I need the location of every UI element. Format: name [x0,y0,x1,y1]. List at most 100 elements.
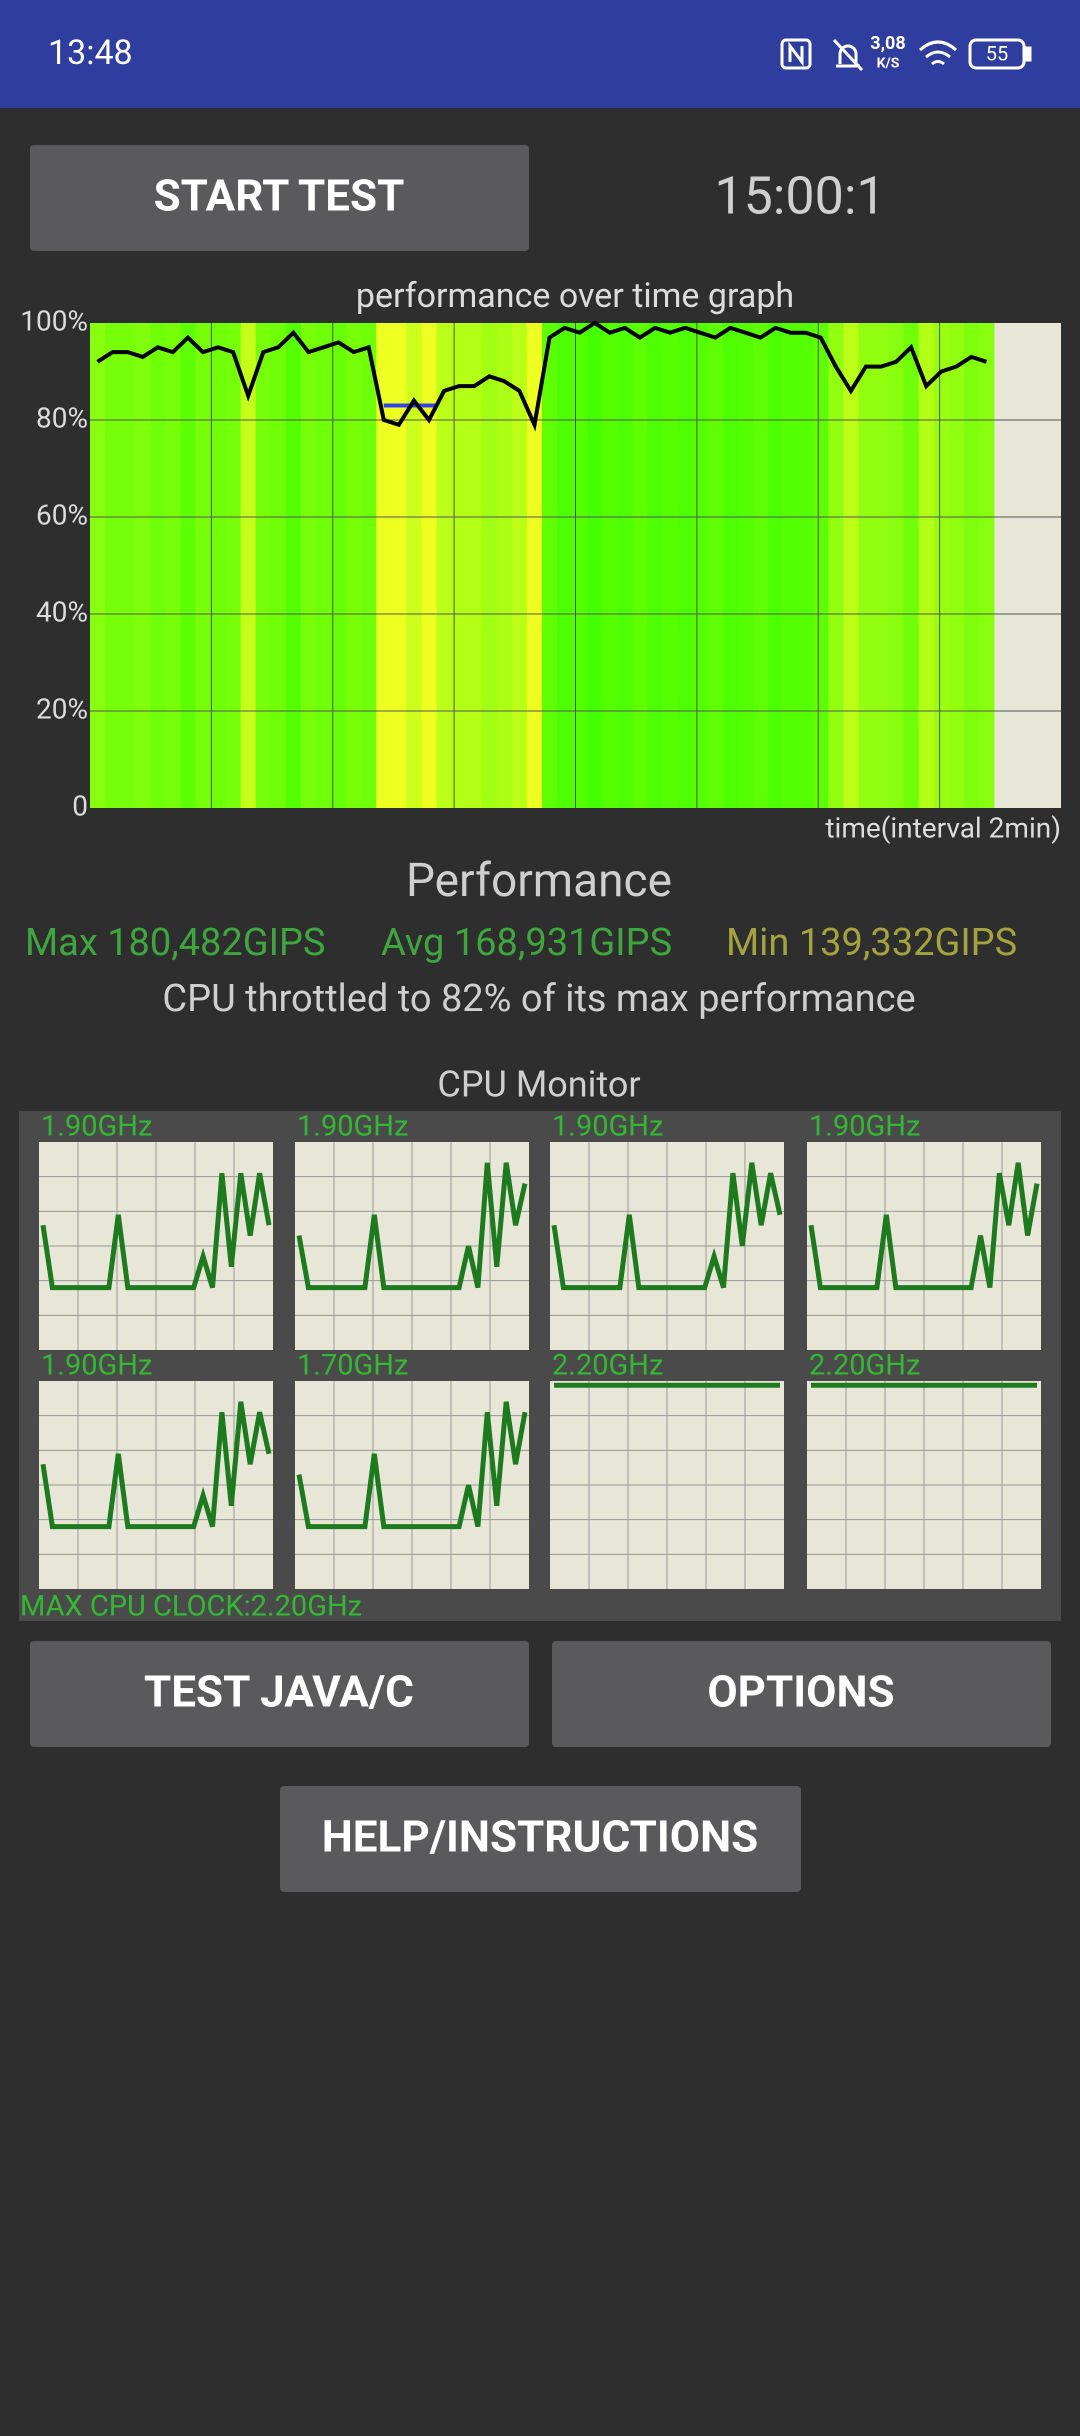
performance-stripe [105,323,121,808]
core-load-line [40,1401,272,1530]
core-clock: 1.90GHz [552,1110,663,1144]
performance-stripe [210,323,227,808]
y-label: 60% [36,498,88,531]
test-java-button[interactable] [30,1641,529,1747]
graph-x-label: time(interval 2min) [825,811,1061,844]
core-load-line [296,1401,528,1530]
clock: 13:48 [48,33,133,73]
graph-title: performance over time graph [356,276,794,316]
performance-stripe [798,323,814,808]
performance-stripe [843,323,859,808]
performance-stripe [813,323,829,808]
performance-stripe [737,323,754,808]
performance-stripe [542,323,558,808]
performance-stripe [511,323,528,808]
performance-stripe [602,323,618,808]
performance-stripe [647,323,664,808]
performance-stripe [165,323,181,808]
status-bar [0,0,1080,108]
core-load-line [296,1162,528,1291]
performance-stripe [828,323,844,808]
performance-stripe [768,323,784,808]
performance-stripe [285,323,302,808]
performance-graph: 100% 80% 60% 40% 20% 0 [20,304,1061,822]
performance-stripe [376,323,392,808]
core-load-line [551,1162,783,1291]
core-clock: 1.90GHz [41,1110,152,1144]
core-load-line [808,1162,1040,1291]
core-clock: 1.90GHz [809,1110,920,1144]
help-button[interactable] [280,1786,801,1892]
core-clock: 1.90GHz [297,1110,408,1144]
status-icons [780,38,1032,72]
y-label: 100% [20,304,88,337]
performance-title: Performance [406,854,672,908]
performance-stripe [918,323,935,808]
performance-stripe [948,323,965,808]
options-button[interactable] [552,1641,1051,1747]
performance-stripe [391,323,407,808]
performance-stripe [436,323,453,808]
start-test-label: START TEST [154,170,405,222]
performance-stripe [300,323,317,808]
y-label: 40% [36,595,88,628]
performance-stripe [752,323,769,808]
performance-stripe [120,323,136,808]
core-load-line [40,1172,272,1291]
performance-stripe [692,323,709,808]
help-label: HELP/INSTRUCTIONS [322,1811,759,1863]
perf-min: Min 139,332GIPS [726,921,1017,965]
performance-stripe [557,323,573,808]
performance-stripe [707,323,724,808]
performance-stripe [978,323,995,808]
performance-stripe [270,323,287,808]
performance-stripe [933,323,950,808]
performance-stripe [526,323,543,808]
performance-stripe [346,323,362,808]
perf-max: Max 180,482GIPS [25,921,326,965]
performance-stripe [587,323,603,808]
core-clock: 1.70GHz [297,1349,408,1383]
options-label: OPTIONS [707,1666,894,1718]
performance-stripe [331,323,347,808]
performance-stripe [632,323,648,808]
performance-stripe [617,323,633,808]
y-label: 0 [72,789,88,822]
performance-stripe [481,323,498,808]
performance-stripe [451,323,468,808]
performance-stripe [722,323,739,808]
performance-stripe [677,323,694,808]
net-speed: 3,08 [870,33,905,54]
performance-stripe [255,323,272,808]
cpu-cores: 1.90GHz 1.90GHz 1.90GHz 1.90GHz 1.90GHz 1.70G… [39,1110,1041,1589]
performance-stripe [150,323,166,808]
cpu-monitor-title: CPU Monitor [437,1064,640,1106]
core-clock: 1.90GHz [41,1349,152,1383]
performance-line [96,320,988,432]
performance-stripe [180,323,196,808]
performance-stripe [316,323,332,808]
performance-stripe [361,323,377,808]
performance-stripe [963,323,980,808]
perf-avg: Avg 168,931GIPS [381,921,672,965]
performance-stripe [873,323,890,808]
y-label: 20% [36,692,88,725]
performance-stripe [135,323,151,808]
core-clock: 2.20GHz [809,1349,920,1383]
timer: 15:00:1 [714,166,885,227]
performance-stripe [572,323,588,808]
performance-stripe [466,323,483,808]
throttle-text: CPU throttled to 82% of its max performa… [162,977,915,1021]
core-clock: 2.20GHz [552,1349,663,1383]
performance-stripe [421,323,438,808]
battery-level: 55 [986,41,1008,65]
performance-stripe [496,323,513,808]
start-test-button[interactable] [30,145,529,251]
max-cpu-clock: MAX CPU CLOCK:2.20GHz [20,1590,362,1624]
y-label: 80% [36,401,88,434]
test-java-label: TEST JAVA/C [144,1666,414,1718]
performance-stripe [406,323,422,808]
performance-stripe [240,323,257,808]
